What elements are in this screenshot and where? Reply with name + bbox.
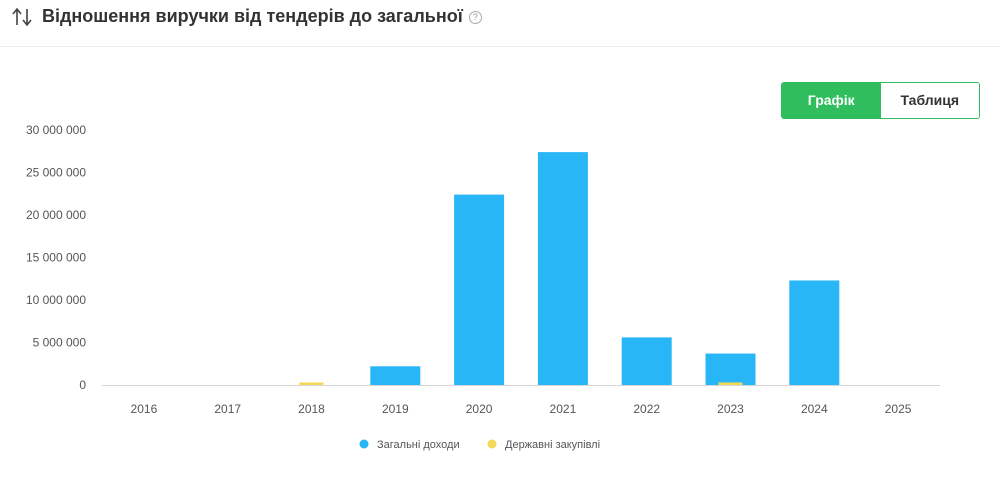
x-tick-label: 2016: [131, 402, 158, 416]
x-tick-label: 2019: [382, 402, 409, 416]
y-tick-label: 0: [79, 378, 86, 392]
x-tick-label: 2023: [717, 402, 744, 416]
x-tick-label: 2024: [801, 402, 828, 416]
x-tick-label: 2020: [466, 402, 493, 416]
toggle-table-button[interactable]: Таблиця: [880, 83, 979, 118]
legend-marker-0[interactable]: [359, 439, 369, 449]
bar-tenders-2023[interactable]: [718, 382, 743, 385]
x-tick-label: 2022: [633, 402, 660, 416]
bar-total-2024[interactable]: [789, 280, 840, 385]
x-tick-label: 2017: [214, 402, 241, 416]
help-icon[interactable]: ?: [468, 11, 482, 24]
y-tick-label: 30 000 000: [26, 123, 86, 137]
bar-total-2020[interactable]: [454, 194, 505, 385]
x-tick-label: 2025: [885, 402, 912, 416]
y-tick-label: 25 000 000: [26, 166, 86, 180]
bar-total-2021[interactable]: [537, 152, 588, 385]
chart-title: Відношення виручки від тендерів до загал…: [42, 6, 482, 27]
bar-tenders-2018[interactable]: [299, 382, 324, 385]
chart-header: Відношення виручки від тендерів до загал…: [0, 0, 1000, 47]
chart-title-text: Відношення виручки від тендерів до загал…: [42, 6, 463, 26]
legend-marker-1[interactable]: [487, 439, 497, 449]
y-tick-label: 5 000 000: [33, 336, 87, 350]
x-tick-label: 2018: [298, 402, 325, 416]
bar-total-2019[interactable]: [370, 366, 421, 385]
y-tick-label: 15 000 000: [26, 251, 86, 265]
y-tick-label: 10 000 000: [26, 293, 86, 307]
bar-total-2022[interactable]: [621, 337, 672, 385]
toggle-chart-button[interactable]: Графік: [782, 83, 881, 118]
y-tick-label: 20 000 000: [26, 208, 86, 222]
bar-total-2023[interactable]: [705, 353, 756, 385]
view-toggle: Графік Таблиця: [781, 82, 980, 119]
sort-arrows-icon[interactable]: [10, 6, 36, 28]
legend-label-1[interactable]: Державні закупівлі: [505, 439, 600, 451]
legend-label-0[interactable]: Загальні доходи: [377, 439, 460, 451]
x-tick-label: 2021: [550, 402, 577, 416]
